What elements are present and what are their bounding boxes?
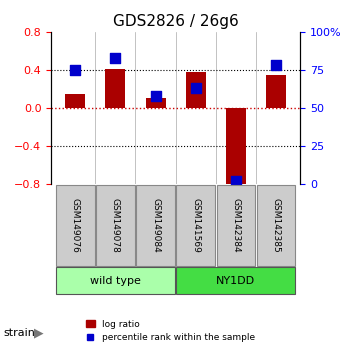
FancyBboxPatch shape <box>56 185 94 266</box>
FancyBboxPatch shape <box>257 185 295 266</box>
Text: wild type: wild type <box>90 275 141 286</box>
FancyBboxPatch shape <box>56 267 175 294</box>
Point <box>233 178 239 183</box>
FancyBboxPatch shape <box>176 185 215 266</box>
Text: GSM149084: GSM149084 <box>151 198 160 253</box>
Text: ▶: ▶ <box>34 326 44 339</box>
FancyBboxPatch shape <box>96 185 135 266</box>
FancyBboxPatch shape <box>176 267 295 294</box>
Text: GSM142385: GSM142385 <box>271 198 281 253</box>
FancyBboxPatch shape <box>217 185 255 266</box>
Point <box>193 85 198 91</box>
Point <box>113 55 118 61</box>
Bar <box>226 108 246 185</box>
Bar <box>186 72 206 108</box>
Bar <box>105 69 125 108</box>
Point <box>73 67 78 73</box>
Bar <box>266 75 286 108</box>
Bar <box>146 98 166 108</box>
Text: NY1DD: NY1DD <box>216 275 255 286</box>
FancyBboxPatch shape <box>136 185 175 266</box>
Text: GSM149076: GSM149076 <box>71 198 80 253</box>
Text: strain: strain <box>3 328 35 338</box>
Point <box>273 62 279 68</box>
Legend: log ratio, percentile rank within the sample: log ratio, percentile rank within the sa… <box>82 316 259 346</box>
Title: GDS2826 / 26g6: GDS2826 / 26g6 <box>113 14 238 29</box>
Text: GSM142384: GSM142384 <box>231 198 240 253</box>
Point <box>153 93 158 98</box>
Text: GSM149078: GSM149078 <box>111 198 120 253</box>
Bar <box>65 93 85 108</box>
Text: GSM141569: GSM141569 <box>191 198 200 253</box>
